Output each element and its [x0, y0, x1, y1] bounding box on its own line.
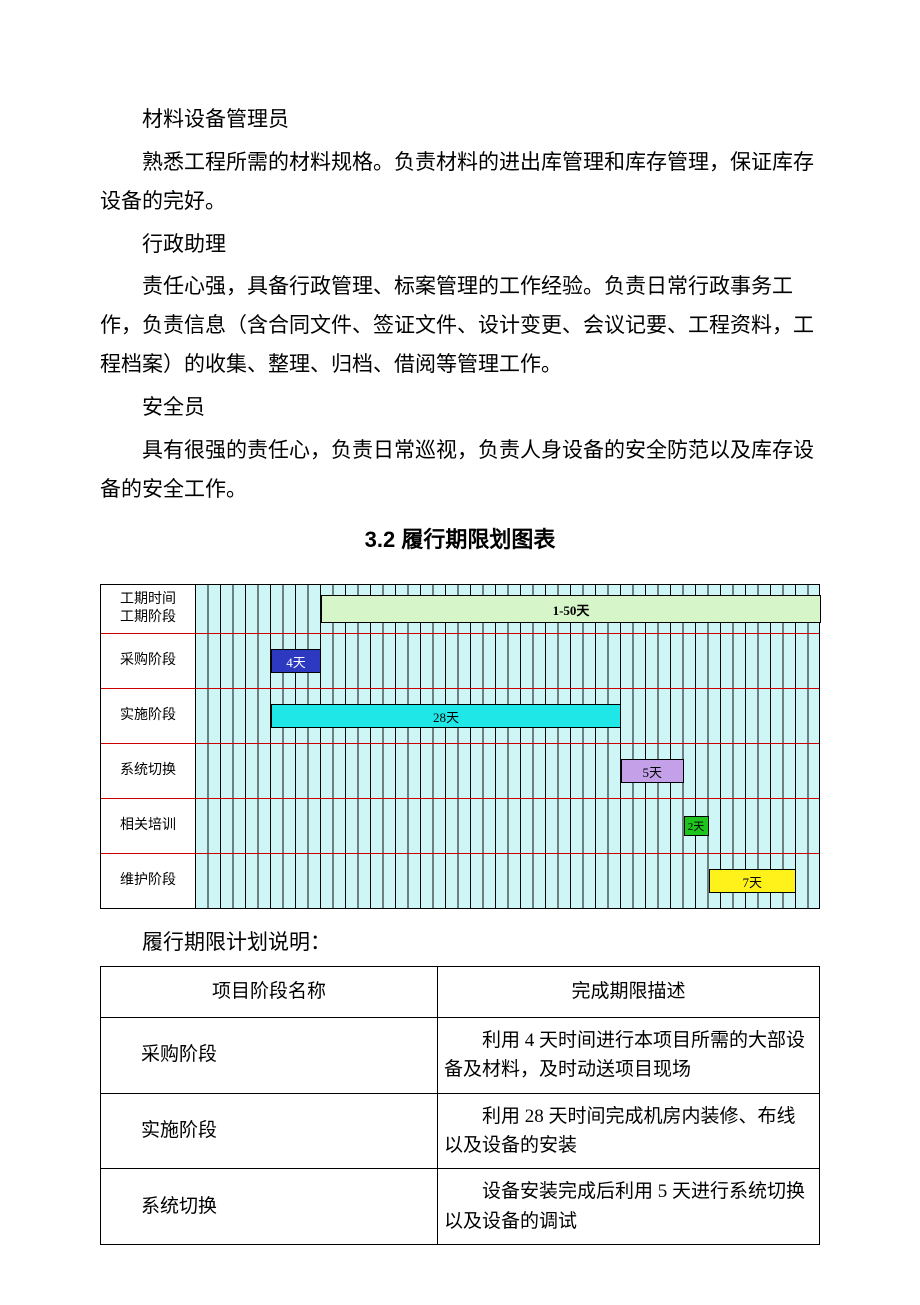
- gantt-row-label: 工期时间工期阶段: [101, 585, 196, 633]
- para-admin: 责任心强，具备行政管理、标案管理的工作经验。负责日常行政事务工作，负责信息（含合…: [100, 267, 820, 384]
- phase-name-cell: 系统切换: [101, 1169, 438, 1245]
- table-row: 系统切换设备安装完成后利用 5 天进行系统切换以及设备的调试: [101, 1169, 820, 1245]
- phase-desc-cell: 利用 4 天时间进行本项目所需的大部设备及材料，及时动送项目现场: [438, 1017, 820, 1093]
- phase-desc-cell: 设备安装完成后利用 5 天进行系统切换以及设备的调试: [438, 1169, 820, 1245]
- para-safety: 具有很强的责任心，负责日常巡视，负责人身设备的安全防范以及库存设备的安全工作。: [100, 431, 820, 509]
- gantt-bar: 28天: [271, 704, 621, 728]
- gantt-grid: 5天: [196, 744, 819, 798]
- para-materials: 熟悉工程所需的材料规格。负责材料的进出库管理和库存管理，保证库存设备的完好。: [100, 143, 820, 221]
- gantt-row-label: 实施阶段: [101, 689, 196, 743]
- gantt-row: 维护阶段 7天: [101, 853, 819, 908]
- gantt-bar: 2天: [684, 816, 709, 836]
- gantt-row: 实施阶段 28天: [101, 688, 819, 743]
- heading-safety: 安全员: [100, 388, 820, 427]
- gantt-grid: 2天: [196, 799, 819, 853]
- table-header-cell: 项目阶段名称: [101, 967, 438, 1017]
- gantt-grid: 28天: [196, 689, 819, 743]
- gantt-row-label: 采购阶段: [101, 634, 196, 688]
- gantt-row: 系统切换 5天: [101, 743, 819, 798]
- gantt-grid: 7天: [196, 854, 819, 908]
- phase-name-cell: 实施阶段: [101, 1093, 438, 1169]
- table-row: 实施阶段利用 28 天时间完成机房内装修、布线以及设备的安装: [101, 1093, 820, 1169]
- gantt-grid: 4天: [196, 634, 819, 688]
- gantt-row-label: 相关培训: [101, 799, 196, 853]
- gantt-row: 采购阶段 4天: [101, 633, 819, 688]
- gantt-bar: 7天: [709, 869, 797, 893]
- heading-materials: 材料设备管理员: [100, 100, 820, 139]
- plan-table: 项目阶段名称完成期限描述采购阶段利用 4 天时间进行本项目所需的大部设备及材料，…: [100, 966, 820, 1245]
- section-title: 3.2 履行期限划图表: [100, 522, 820, 554]
- gantt-row: 工期时间工期阶段 1-50天: [101, 585, 819, 633]
- heading-admin: 行政助理: [100, 225, 820, 264]
- gantt-row-label: 维护阶段: [101, 854, 196, 908]
- table-row: 采购阶段利用 4 天时间进行本项目所需的大部设备及材料，及时动送项目现场: [101, 1017, 820, 1093]
- gantt-bar: 4天: [271, 649, 321, 673]
- phase-name-cell: 采购阶段: [101, 1017, 438, 1093]
- table-header-cell: 完成期限描述: [438, 967, 820, 1017]
- gantt-row: 相关培训 2天: [101, 798, 819, 853]
- gantt-grid: 1-50天: [196, 585, 819, 633]
- gantt-row-label: 系统切换: [101, 744, 196, 798]
- phase-desc-cell: 利用 28 天时间完成机房内装修、布线以及设备的安装: [438, 1093, 820, 1169]
- table-header-row: 项目阶段名称完成期限描述: [101, 967, 820, 1017]
- gantt-chart: 工期时间工期阶段 1-50天采购阶段 4天实施阶段 28天系统切换 5天相关培训 2天维护…: [100, 584, 820, 909]
- gantt-bar: 1-50天: [321, 595, 821, 623]
- plan-title: 履行期限计划说明：: [100, 923, 820, 962]
- gantt-bar: 5天: [621, 759, 684, 783]
